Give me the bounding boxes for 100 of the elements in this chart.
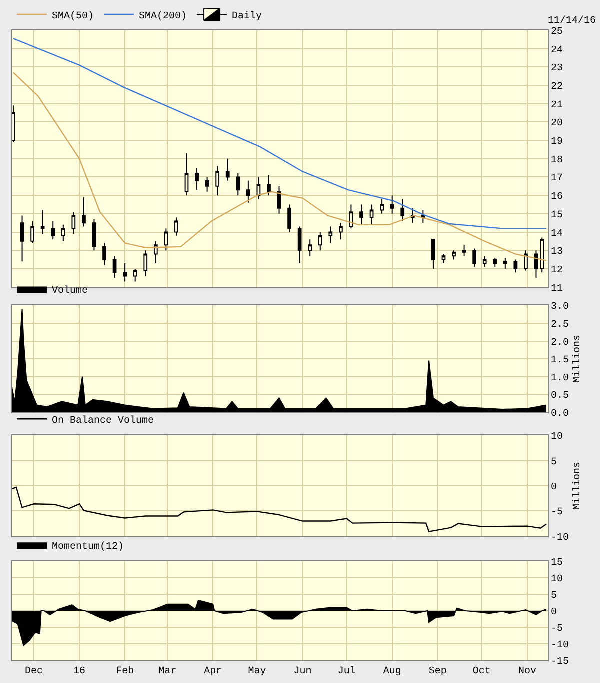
y-tick-label: 10 — [551, 574, 564, 586]
y-tick-label: -10 — [551, 532, 570, 544]
candlestick — [246, 180, 250, 204]
y-tick-label: 17 — [551, 174, 564, 185]
y-tick-label: 5 — [551, 591, 558, 602]
x-tick-label: Jul — [338, 665, 356, 678]
text: 11/14/16 — [548, 15, 596, 27]
candlestick — [20, 215, 24, 262]
candlestick — [236, 173, 240, 196]
y-tick-label: 23 — [551, 64, 564, 75]
y-tick-label: 20 — [551, 118, 564, 130]
y-tick-label: 24 — [551, 45, 564, 56]
candlestick — [112, 256, 117, 279]
line-series — [12, 486, 548, 532]
candlestick — [360, 204, 364, 226]
candlestick — [195, 168, 199, 191]
candlestick — [514, 259, 518, 274]
legend-label: On Balance Volume — [52, 415, 154, 428]
candlestick — [51, 220, 56, 240]
legend-label: SMA(50) — [52, 10, 94, 22]
candlestick — [123, 262, 128, 282]
candlestick — [540, 237, 544, 274]
y-tick-label: 5 — [551, 457, 558, 468]
candlestick — [226, 158, 230, 182]
y-tick-label: 15 — [551, 210, 564, 222]
x-tick-label: Mar — [158, 666, 177, 678]
candlestick — [462, 244, 466, 257]
x-tick-label: 16 — [74, 666, 86, 678]
y-tick-label: 11 — [551, 284, 564, 295]
candlestick — [534, 250, 538, 279]
y-tick-label: 13 — [551, 247, 564, 258]
candlestick — [421, 210, 426, 224]
y-tick-label: -15 — [551, 656, 570, 668]
y-tick-label: -10 — [551, 640, 570, 652]
x-tick-label: Sep — [428, 666, 447, 678]
candlestick — [256, 176, 261, 200]
y-tick-label: 15 — [551, 558, 564, 570]
candlestick — [328, 226, 333, 244]
y-tick-label: 0 — [551, 608, 558, 619]
candlestick — [92, 218, 96, 252]
candlestick — [298, 226, 302, 264]
candlestick — [288, 204, 292, 233]
y-tick-label: 25 — [551, 26, 564, 38]
candlestick — [503, 257, 508, 270]
x-tick-label: Apr — [204, 666, 222, 678]
y-tick-label: -5 — [551, 624, 564, 636]
y-tick-label: 18 — [551, 155, 564, 166]
candlestick — [174, 217, 178, 236]
y-tick-label: 3.0 — [551, 302, 570, 314]
y-tick-label: 0.0 — [551, 408, 570, 420]
candlestick — [400, 198, 405, 222]
candlestick — [390, 195, 394, 214]
x-tick-label: Nov — [518, 666, 536, 678]
y-tick-label: 12 — [551, 265, 564, 276]
y-tick-label: 0 — [551, 482, 558, 494]
candlestick — [72, 212, 76, 235]
candlestick — [308, 239, 312, 257]
candlestick — [205, 176, 210, 192]
candlestick — [144, 250, 148, 277]
candlestick — [164, 228, 168, 252]
candlestick — [154, 240, 158, 264]
candlestick — [216, 166, 220, 196]
candlestick — [452, 250, 456, 260]
y-tick-label: 2.5 — [551, 320, 570, 331]
candlestick — [82, 196, 86, 228]
candlestick — [184, 152, 189, 196]
candlestick — [339, 222, 343, 240]
candlestick — [133, 268, 138, 282]
candlestick — [524, 250, 528, 272]
y-tick-label: 19 — [551, 137, 564, 148]
legend-label: Momentum(12) — [52, 541, 124, 554]
candlestick — [61, 224, 66, 242]
candlestick — [432, 239, 436, 270]
line-series — [12, 72, 548, 262]
candlestick — [493, 257, 498, 268]
legend-label: SMA(200) — [139, 10, 188, 22]
x-tick-label: Feb — [116, 665, 134, 678]
x-tick-label: Jun — [294, 666, 312, 678]
candlestick — [267, 174, 271, 196]
legend-label: Daily — [232, 10, 262, 22]
candlestick — [318, 232, 322, 252]
candlestick — [472, 248, 477, 268]
y-tick-label: -5 — [551, 508, 564, 519]
y-axis-title: Millions — [572, 462, 584, 510]
y-tick-label: 22 — [551, 82, 564, 93]
y-tick-label: 0.5 — [551, 391, 570, 402]
y-tick-label: 16 — [551, 192, 564, 204]
y-tick-label: 1.5 — [551, 356, 570, 367]
candlestick — [30, 220, 34, 244]
x-tick-label: May — [248, 666, 266, 678]
y-tick-label: 10 — [551, 432, 564, 444]
x-tick-label: Oct — [472, 666, 491, 678]
y-tick-label: 1.0 — [551, 373, 570, 384]
candlestick — [370, 204, 374, 226]
candlestick — [380, 198, 384, 214]
candlestick — [102, 242, 106, 266]
x-tick-label: Dec — [25, 666, 44, 678]
y-tick-label: 2.0 — [551, 338, 570, 349]
candlestick — [349, 204, 354, 230]
y-tick-label: 14 — [551, 228, 564, 240]
